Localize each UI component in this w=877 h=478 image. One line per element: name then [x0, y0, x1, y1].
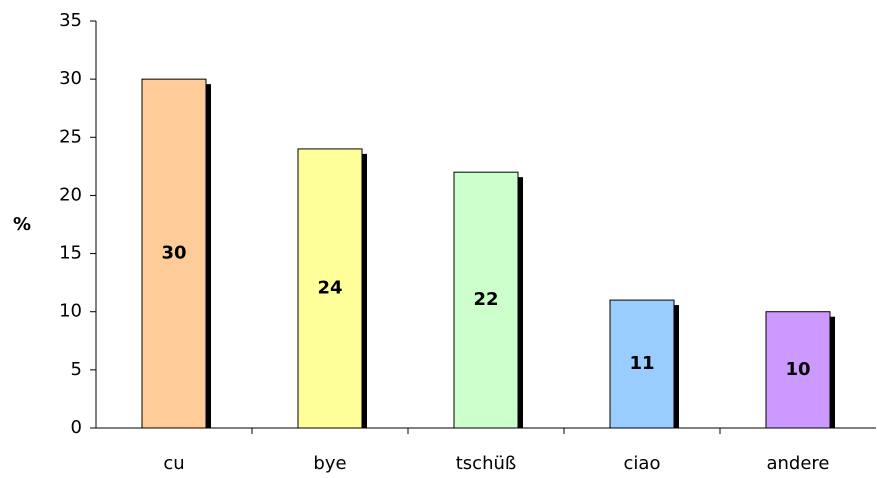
bar [141, 78, 207, 429]
bar [297, 148, 363, 429]
y-tick-label: 0 [71, 417, 82, 438]
x-tick-label: tschüß [456, 453, 517, 474]
x-tick-label: cu [163, 453, 184, 474]
y-tick-label: 25 [59, 126, 82, 147]
y-tick-label: 20 [59, 184, 82, 205]
y-tick-label: 30 [59, 68, 82, 89]
data-label: 10 [785, 359, 810, 380]
y-tick-label: 15 [59, 243, 82, 264]
y-tick-label: 10 [59, 301, 82, 322]
y-tick-label: 5 [71, 359, 82, 380]
y-axis-label: % [13, 214, 31, 235]
bar [453, 171, 519, 429]
x-tick-label: andere [766, 453, 829, 474]
x-tick-label: ciao [624, 453, 661, 474]
y-tick-label: 35 [59, 10, 82, 31]
data-label: 24 [317, 277, 342, 298]
x-tick-label: bye [313, 453, 346, 474]
bar [609, 299, 675, 429]
data-label: 11 [629, 353, 654, 374]
bar [765, 311, 831, 429]
data-label: 30 [161, 243, 186, 264]
data-label: 22 [473, 289, 498, 310]
